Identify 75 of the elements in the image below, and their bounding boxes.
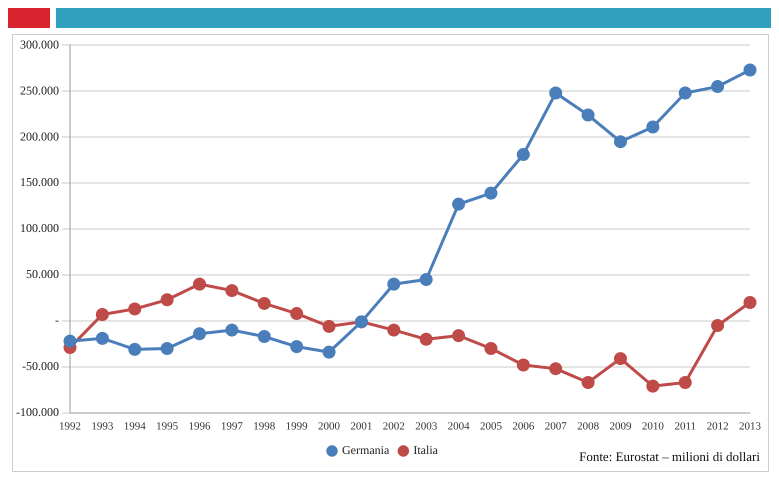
y-tick-label: -50.000 — [22, 359, 59, 374]
point — [646, 120, 660, 134]
point — [160, 293, 174, 306]
point — [549, 86, 562, 100]
point — [387, 278, 400, 291]
point — [711, 80, 724, 94]
legend-label: Italia — [413, 443, 439, 458]
point — [63, 334, 76, 348]
y-tick-label: 50.000 — [26, 267, 59, 282]
x-tick-label: 1994 — [124, 420, 146, 432]
point — [322, 320, 336, 333]
point — [258, 296, 271, 310]
x-tick-label: 2013 — [739, 420, 762, 432]
y-tick-label: -100.000 — [16, 404, 59, 419]
x-tick-label: 1997 — [220, 420, 244, 432]
x-tick-label: 2007 — [544, 420, 568, 432]
point — [549, 362, 562, 376]
x-tick-label: 1998 — [253, 420, 276, 432]
point — [128, 342, 142, 356]
point — [744, 296, 756, 310]
point — [160, 342, 174, 355]
point — [452, 198, 466, 211]
x-tick-label: 1992 — [58, 420, 81, 432]
point — [678, 376, 692, 389]
point — [96, 308, 109, 321]
point — [225, 324, 238, 337]
point — [614, 135, 627, 148]
source-note: Fonte: Eurostat – milioni di dollari — [579, 449, 760, 465]
y-tick-label: 100.000 — [20, 221, 59, 236]
point — [322, 346, 336, 359]
x-tick-label: 1996 — [188, 420, 212, 432]
x-tick-label: 2005 — [480, 420, 502, 432]
x-tick-label: 2012 — [706, 420, 729, 432]
x-tick-label: 2003 — [415, 420, 438, 432]
y-tick-label: 300.000 — [20, 37, 59, 52]
point — [711, 318, 724, 332]
x-tick-label: 1999 — [286, 420, 308, 432]
point — [193, 327, 206, 340]
x-tick-label: 2009 — [609, 420, 632, 432]
point — [744, 64, 756, 77]
x-tick-label: 2000 — [318, 420, 341, 432]
point — [452, 329, 466, 342]
point — [290, 307, 304, 320]
point — [582, 108, 595, 122]
x-tick-label: 1993 — [91, 420, 114, 432]
x-tick-label: 2006 — [512, 420, 535, 432]
point — [484, 342, 498, 355]
point — [614, 352, 627, 366]
point — [96, 332, 109, 345]
x-tick-label: 2004 — [448, 420, 470, 432]
x-tick-label: 2010 — [642, 420, 664, 432]
point — [387, 324, 400, 337]
point — [290, 340, 304, 354]
point — [225, 284, 238, 298]
x-tick-label: 2001 — [350, 420, 372, 432]
y-tick-label: - — [54, 313, 59, 328]
x-tick-label: 2011 — [674, 420, 696, 432]
point — [678, 86, 692, 100]
point — [516, 148, 530, 162]
point — [258, 330, 271, 344]
x-tick-label: 2008 — [577, 420, 600, 432]
y-tick-label: 150.000 — [20, 175, 59, 190]
point — [193, 278, 206, 291]
point — [484, 186, 498, 200]
y-tick-label: 200.000 — [20, 129, 59, 144]
point — [420, 273, 433, 286]
point — [420, 332, 433, 346]
x-tick-label: 1995 — [156, 420, 179, 432]
point — [516, 358, 530, 372]
x-tick-label: 2002 — [382, 420, 405, 432]
legend-label: Germania — [342, 443, 390, 458]
y-tick-label: 250.000 — [20, 83, 59, 98]
point — [128, 302, 142, 316]
point — [582, 376, 595, 389]
point — [646, 380, 660, 393]
